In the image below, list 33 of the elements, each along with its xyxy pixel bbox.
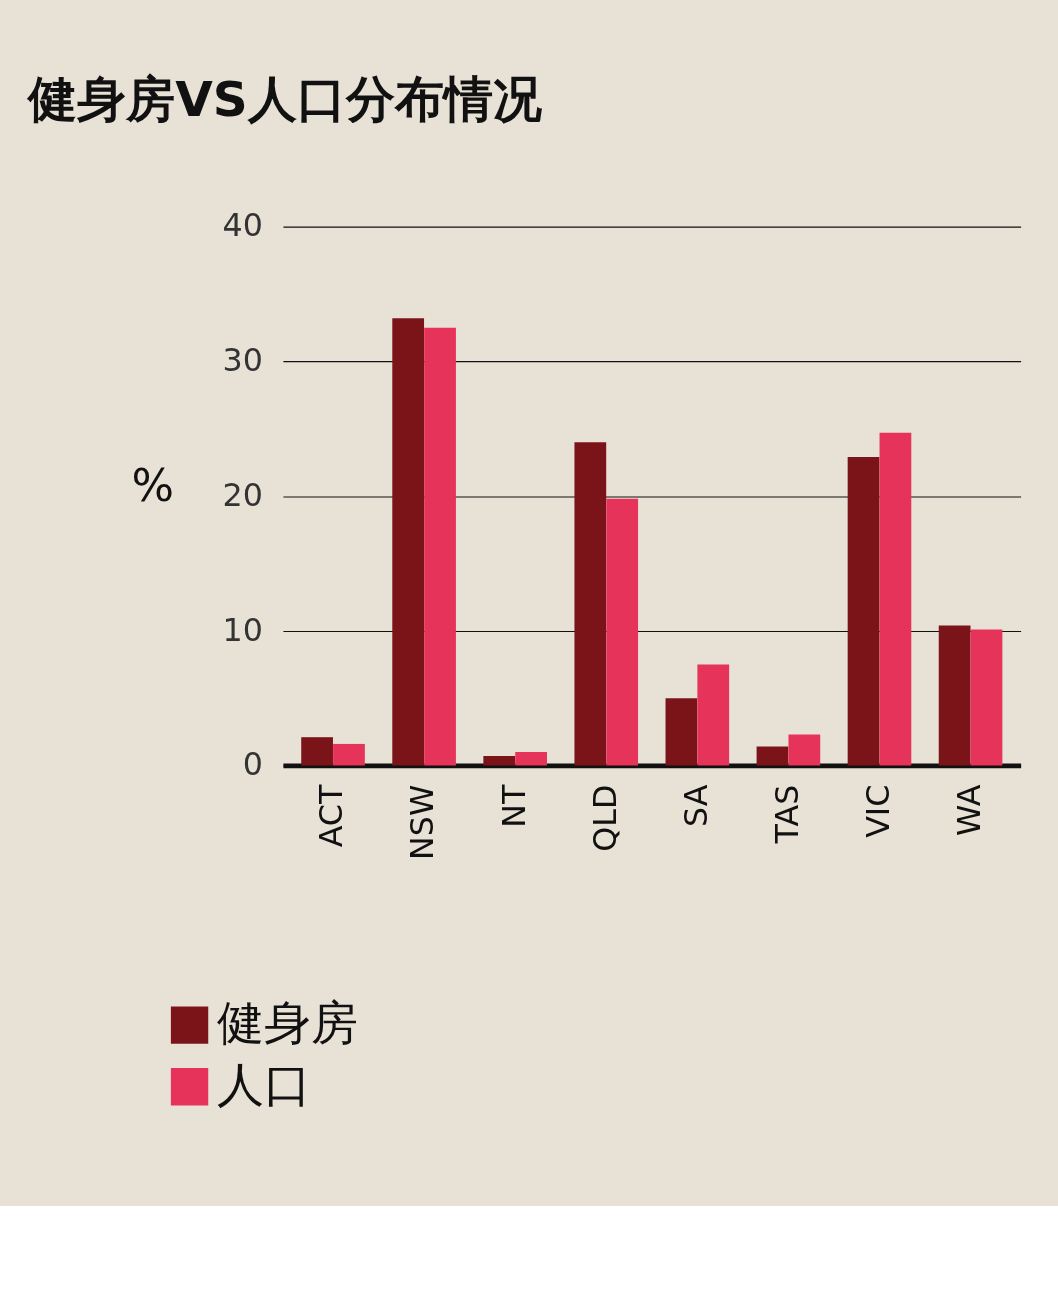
bar [301,737,333,766]
x-tick-label: QLD [586,784,623,852]
legend-label: 人口 [216,1057,311,1112]
x-tick-label: ACT [313,784,350,848]
x-tick-label: NSW [404,784,441,860]
chart-title: 健身房VS人口分布情况 [26,71,542,128]
bar [756,746,789,766]
legend-label: 健身房 [216,996,358,1051]
bar [515,752,547,766]
x-tick-label: SA [677,784,714,828]
bar [938,625,971,766]
y-tick-label: 40 [222,207,263,244]
y-tick-label: 30 [222,342,263,379]
bar [879,432,912,766]
bar [483,756,516,766]
bar [665,698,698,766]
y-tick-label: 20 [222,476,263,513]
y-axis-title: % [131,459,174,513]
x-tick-label: VIC [859,784,896,838]
bar [788,734,821,766]
bar [574,442,607,766]
bar [392,318,425,766]
x-tick-label: TAS [768,784,805,845]
y-tick-label: 10 [222,611,263,648]
bar [333,743,365,766]
x-tick-label: WA [950,784,987,836]
y-tick-label: 0 [242,746,263,783]
bar [970,629,1003,766]
bar [847,457,880,766]
bar [697,664,730,766]
bar [424,327,456,766]
bar [606,498,639,766]
x-tick-label: NT [495,784,532,828]
